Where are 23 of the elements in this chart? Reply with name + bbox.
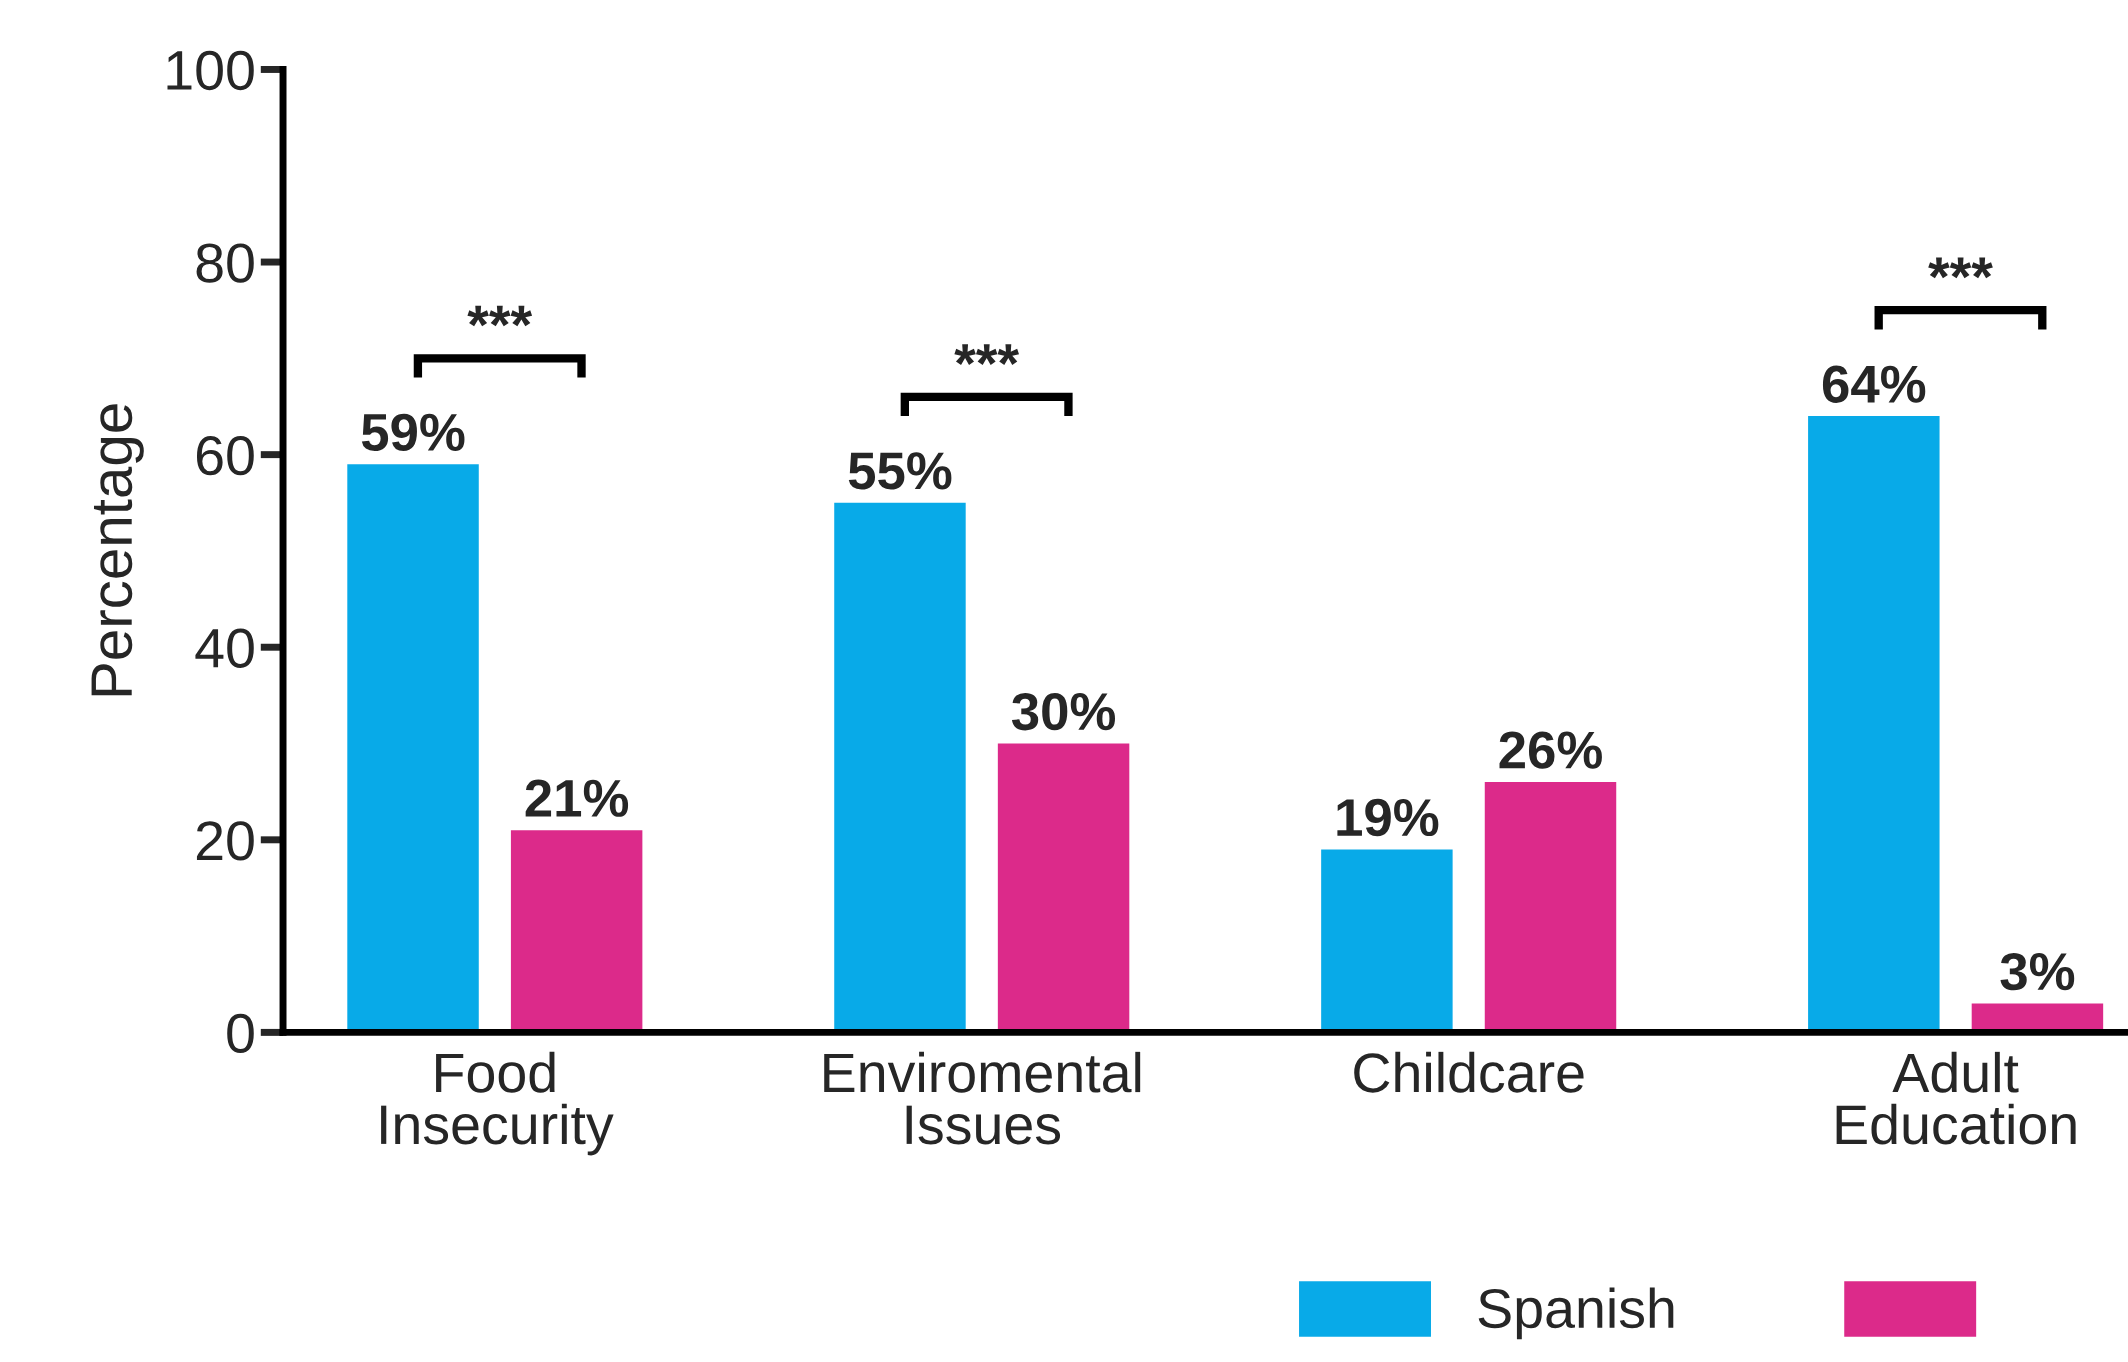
annotation: *** [954,344,1019,365]
data-label: 64% [1822,365,1926,403]
data-label: 3% [2000,952,2075,991]
y-tick-label: 100 [167,50,254,91]
legend-label: Spanish [1478,1287,1674,1340]
x-tick-label: Food Insecurity [381,1051,614,1156]
x-tick-label: Enviromental Issues [824,1051,1141,1145]
y-tick-label: 80 [196,243,254,283]
y-tick-label: 20 [196,821,254,861]
x-tick-label: Childcare [1354,1051,1584,1093]
data-label: 21% [525,779,629,817]
y-tick-label: 0 [227,1013,254,1054]
annotation: *** [467,305,533,327]
y-tick-label: 60 [196,435,254,476]
data-label: 19% [1337,798,1439,837]
data-label: 26% [1499,731,1602,769]
y-tick-label: 40 [195,628,254,668]
data-label: 55% [848,452,952,490]
data-label: 30% [1011,692,1115,731]
y-axis-title: Percentage [91,404,144,696]
data-label: 59% [361,413,465,452]
annotation: *** [1928,257,1993,279]
x-tick-label: Adult Education [1836,1051,2076,1145]
